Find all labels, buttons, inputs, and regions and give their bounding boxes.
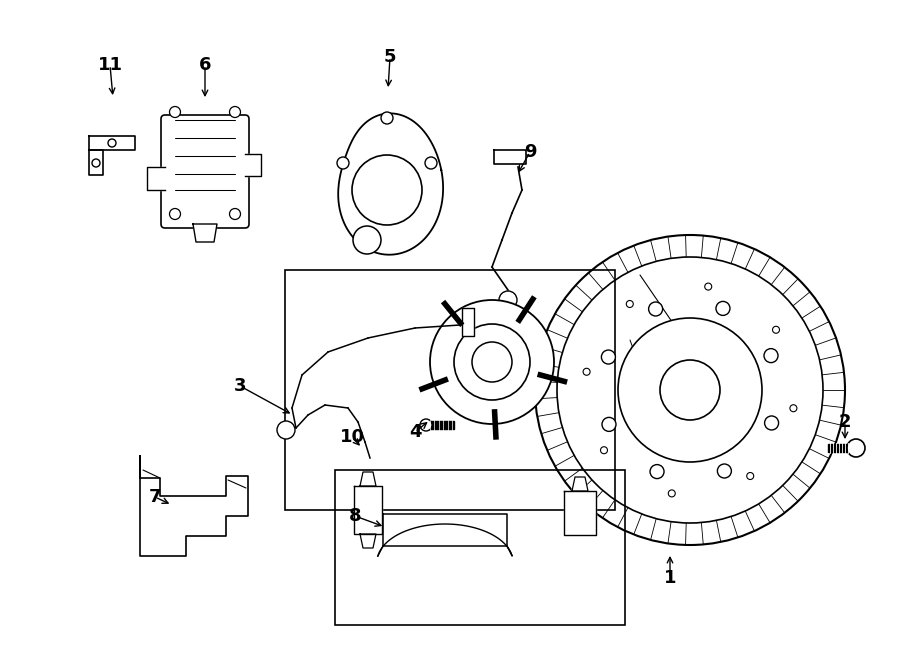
Polygon shape (89, 136, 135, 150)
Polygon shape (383, 514, 507, 546)
Circle shape (650, 465, 664, 479)
Circle shape (772, 327, 779, 333)
Circle shape (705, 283, 712, 290)
Circle shape (602, 417, 616, 432)
Text: 7: 7 (148, 488, 161, 506)
Polygon shape (572, 477, 588, 491)
Bar (335, 470, 625, 625)
Circle shape (472, 342, 512, 382)
Circle shape (420, 419, 432, 431)
Text: 2: 2 (839, 413, 851, 431)
Circle shape (601, 350, 616, 364)
Polygon shape (494, 150, 526, 164)
Text: 4: 4 (409, 423, 421, 441)
Circle shape (669, 490, 675, 497)
Circle shape (499, 291, 517, 309)
Polygon shape (360, 534, 376, 548)
Polygon shape (147, 167, 165, 190)
Circle shape (716, 301, 730, 315)
Circle shape (847, 439, 865, 457)
Polygon shape (828, 444, 850, 452)
Circle shape (747, 473, 753, 479)
Circle shape (381, 112, 393, 124)
Circle shape (583, 368, 590, 375)
Circle shape (765, 416, 778, 430)
Circle shape (454, 324, 530, 400)
Circle shape (626, 301, 634, 307)
Circle shape (92, 159, 100, 167)
Polygon shape (245, 154, 261, 176)
Circle shape (717, 464, 732, 478)
Circle shape (425, 157, 437, 169)
Circle shape (660, 360, 720, 420)
Text: 11: 11 (97, 56, 122, 74)
Circle shape (790, 405, 796, 412)
Circle shape (108, 139, 116, 147)
Text: 8: 8 (348, 507, 361, 525)
Polygon shape (140, 456, 248, 556)
Circle shape (557, 257, 823, 523)
Circle shape (352, 155, 422, 225)
Circle shape (169, 208, 181, 219)
Text: 10: 10 (339, 428, 365, 446)
Circle shape (277, 421, 295, 439)
Bar (285, 270, 615, 510)
Circle shape (230, 208, 240, 219)
Circle shape (169, 106, 181, 118)
Circle shape (618, 318, 762, 462)
Text: 1: 1 (664, 569, 676, 587)
Polygon shape (428, 421, 454, 429)
Polygon shape (193, 224, 217, 242)
Text: 5: 5 (383, 48, 396, 66)
Polygon shape (338, 113, 443, 254)
Polygon shape (462, 308, 474, 336)
Circle shape (230, 106, 240, 118)
Circle shape (430, 300, 554, 424)
Circle shape (337, 157, 349, 169)
Circle shape (649, 302, 662, 316)
Polygon shape (89, 150, 103, 175)
Circle shape (353, 226, 381, 254)
Circle shape (764, 348, 778, 363)
FancyBboxPatch shape (161, 115, 249, 228)
Text: 6: 6 (199, 56, 212, 74)
Text: 9: 9 (524, 143, 536, 161)
Polygon shape (378, 524, 512, 556)
Circle shape (600, 447, 608, 453)
Polygon shape (564, 491, 596, 535)
Text: 3: 3 (234, 377, 247, 395)
Polygon shape (360, 472, 376, 486)
Polygon shape (354, 486, 382, 534)
